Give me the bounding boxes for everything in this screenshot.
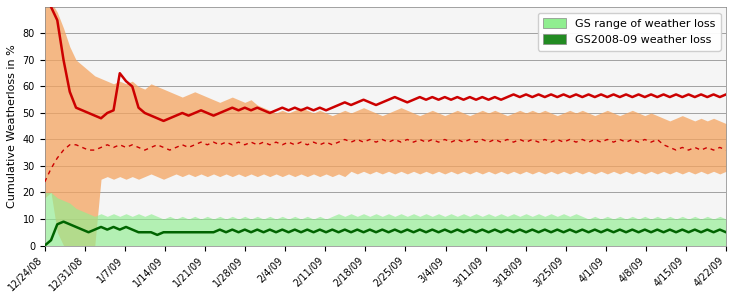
Legend: GS range of weather loss, GS2008-09 weather loss: GS range of weather loss, GS2008-09 weat…	[538, 13, 721, 51]
Y-axis label: Cumulative Weatherloss in %: Cumulative Weatherloss in %	[7, 44, 17, 208]
